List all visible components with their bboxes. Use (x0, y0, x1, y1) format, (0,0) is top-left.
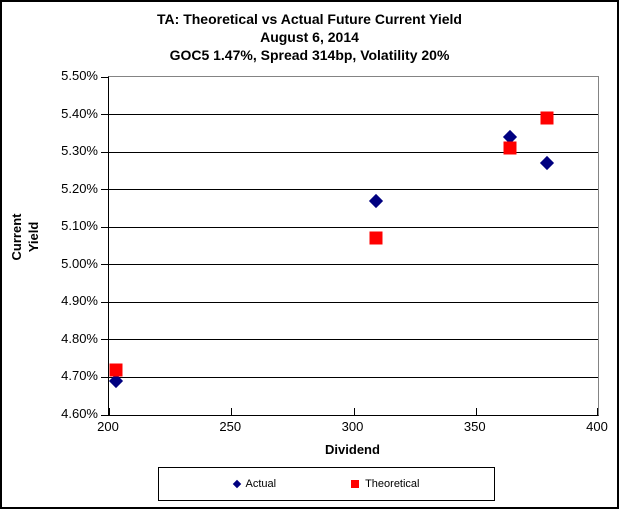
y-tick-label: 4.70% (61, 368, 98, 384)
y-tick-label: 5.20% (61, 180, 98, 196)
x-axis-tick (353, 408, 355, 415)
legend-label: Theoretical (365, 478, 420, 490)
legend-item-actual: Actual (232, 478, 277, 490)
y-axis-tick (101, 301, 109, 303)
y-axis-tick (101, 226, 109, 228)
x-tick-label: 250 (219, 419, 242, 434)
y-tick-label: 5.30% (61, 143, 98, 159)
y-tick-label: 4.80% (61, 330, 98, 346)
gridline (109, 189, 598, 191)
y-axis-tick (101, 189, 109, 191)
legend-item-theoretical: Theoretical (351, 478, 420, 490)
y-axis-tick (101, 339, 109, 341)
x-axis-title: Dividend (325, 442, 380, 457)
data-point-theoretical (369, 231, 382, 245)
y-axis-tick (101, 376, 109, 378)
gridline (109, 114, 598, 116)
chart-title-block: TA: Theoretical vs Actual Future Current… (2, 10, 617, 64)
y-axis-tick (101, 414, 109, 416)
x-tick-label: 350 (463, 419, 486, 434)
gridline (109, 376, 598, 378)
x-axis-tick (475, 408, 477, 415)
gridline (109, 264, 598, 266)
chart-subtitle-date: August 6, 2014 (260, 29, 359, 45)
y-tick-label: 4.60% (61, 406, 98, 421)
data-point-theoretical (503, 141, 517, 155)
gridline (109, 226, 598, 228)
y-axis-tick (101, 264, 109, 266)
data-point-actual (368, 193, 383, 208)
y-tick-label: 4.90% (61, 293, 98, 309)
gridline (109, 339, 598, 341)
legend: Actual Theoretical (158, 467, 495, 501)
y-tick-label: 5.10% (61, 218, 98, 234)
y-tick-label: 5.00% (61, 255, 98, 271)
square-icon (351, 480, 360, 488)
gridline (109, 151, 598, 153)
x-axis-tick (231, 408, 233, 415)
x-tick-label: 200 (97, 419, 119, 434)
y-axis-tick (101, 151, 109, 153)
data-point-theoretical (540, 111, 554, 125)
y-tick-label: 5.40% (61, 105, 98, 121)
diamond-icon (232, 479, 241, 489)
chart-subtitle-params: GOC5 1.47%, Spread 314bp, Volatility 20% (169, 47, 450, 63)
x-tick-label: 400 (586, 419, 608, 434)
x-tick-label: 300 (341, 419, 364, 434)
data-point-actual (539, 156, 554, 171)
chart-title: TA: Theoretical vs Actual Future Current… (157, 11, 462, 27)
x-axis-tick (109, 408, 110, 415)
y-axis-tick (101, 114, 109, 116)
gridline (109, 301, 598, 303)
y-axis-tick (101, 76, 109, 78)
data-point-theoretical (109, 363, 123, 377)
legend-label: Actual (245, 478, 277, 490)
x-axis-tick (597, 408, 598, 415)
plot-area (101, 76, 599, 416)
y-tick-label: 5.50% (61, 68, 98, 83)
